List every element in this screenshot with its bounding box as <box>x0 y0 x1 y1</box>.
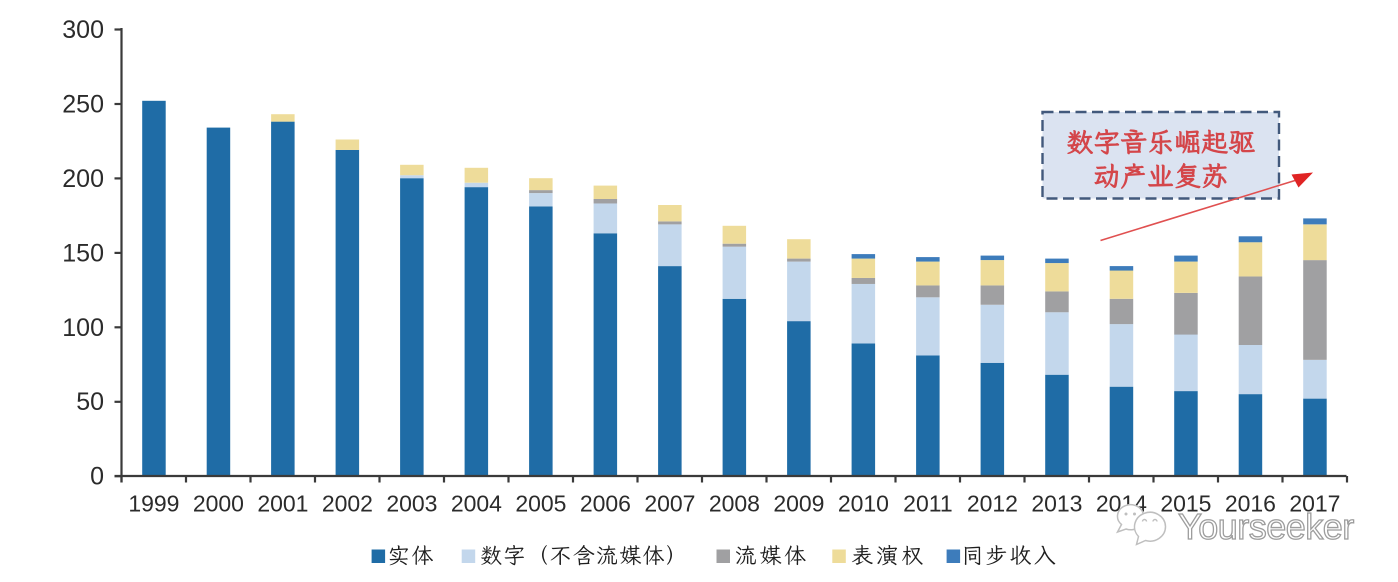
svg-text:2003: 2003 <box>386 491 437 517</box>
svg-text:2008: 2008 <box>709 491 760 517</box>
svg-text:300: 300 <box>62 16 104 44</box>
svg-text:2017: 2017 <box>1289 491 1340 517</box>
svg-text:Yourseeker: Yourseeker <box>1178 506 1354 547</box>
svg-text:2002: 2002 <box>322 491 373 517</box>
svg-text:2006: 2006 <box>580 491 631 517</box>
svg-text:2012: 2012 <box>967 491 1018 517</box>
svg-text:2013: 2013 <box>1031 491 1082 517</box>
svg-text:2016: 2016 <box>1225 491 1276 517</box>
svg-text:2009: 2009 <box>773 491 824 517</box>
svg-text:100: 100 <box>62 314 104 342</box>
svg-text:2015: 2015 <box>1160 491 1211 517</box>
svg-text:2000: 2000 <box>193 491 244 517</box>
svg-text:2004: 2004 <box>451 491 502 517</box>
svg-text:250: 250 <box>62 91 104 119</box>
svg-text:200: 200 <box>62 165 104 193</box>
svg-text:0: 0 <box>90 463 104 491</box>
svg-text:50: 50 <box>76 388 104 416</box>
svg-text:2011: 2011 <box>903 491 952 517</box>
svg-text:2001: 2001 <box>257 491 308 517</box>
svg-text:150: 150 <box>62 239 104 267</box>
svg-text:2007: 2007 <box>644 491 695 517</box>
svg-text:1999: 1999 <box>128 491 179 517</box>
svg-text:2010: 2010 <box>838 491 889 517</box>
svg-text:2005: 2005 <box>515 491 566 517</box>
